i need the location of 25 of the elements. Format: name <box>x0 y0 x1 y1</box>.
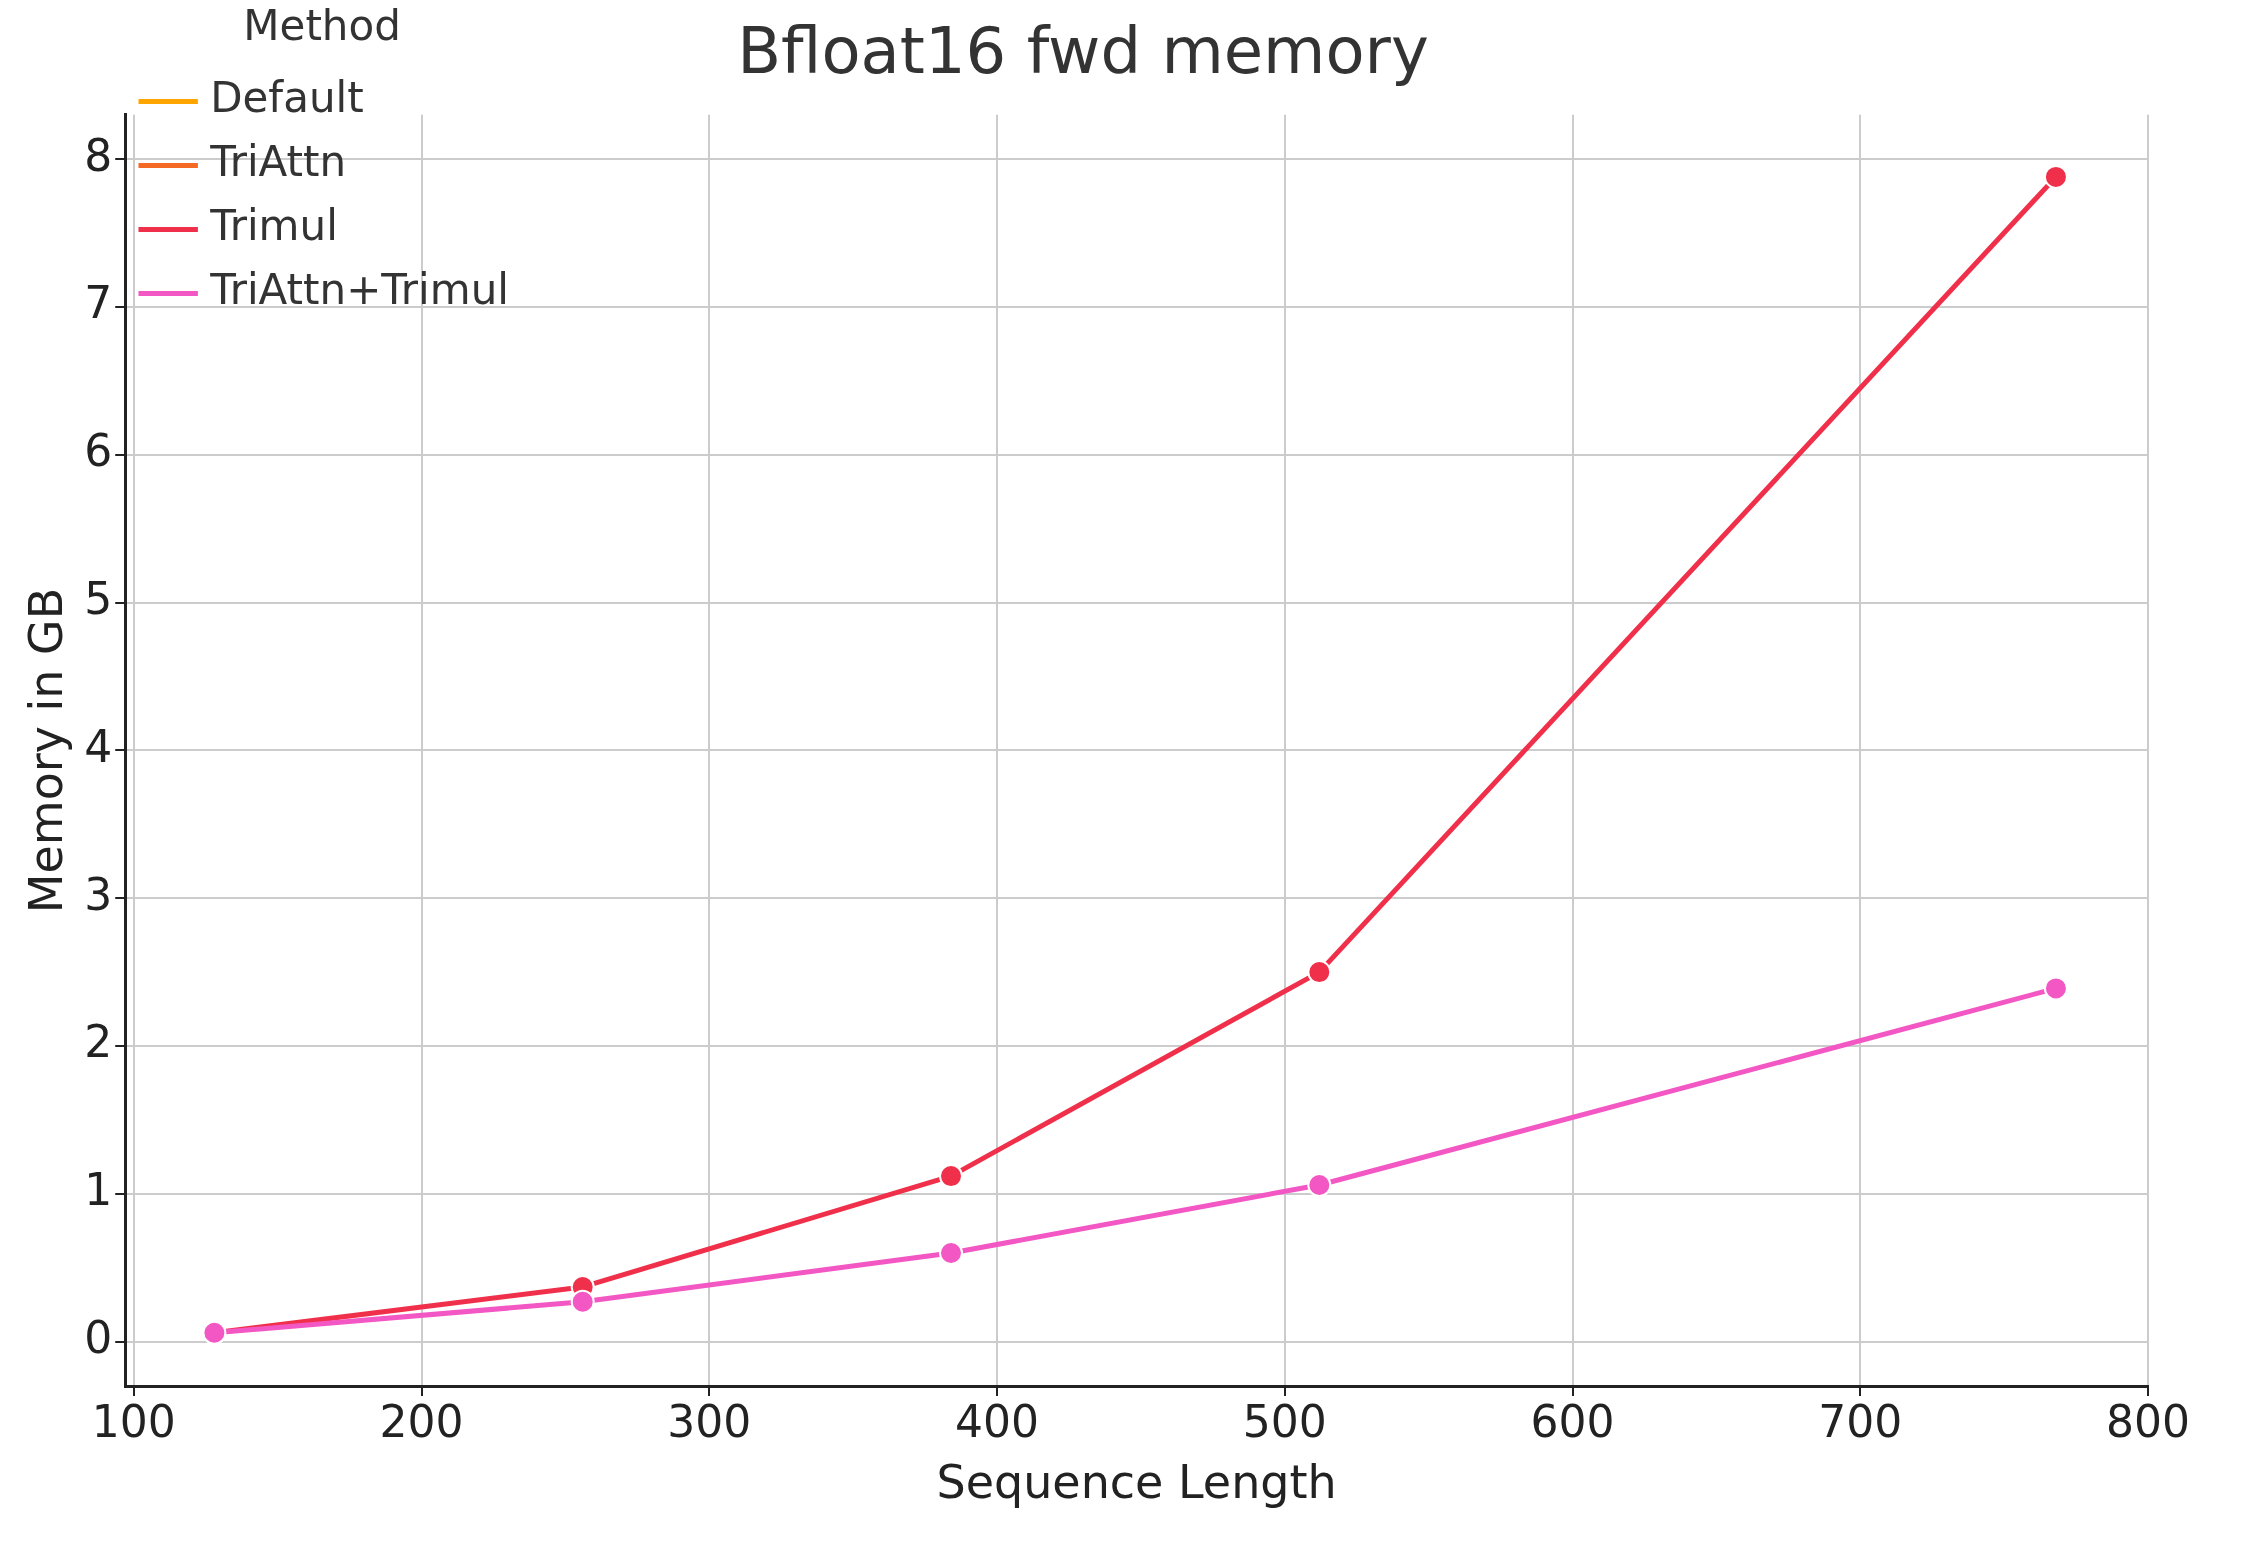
y-tick-label: 0 <box>84 1312 113 1364</box>
y-tick-label: 5 <box>84 573 113 625</box>
x-axis-title: Sequence Length <box>936 1455 1337 1510</box>
y-tick-label: 4 <box>84 720 113 772</box>
y-tick-label: 3 <box>84 868 113 920</box>
legend-label: Trimul <box>209 201 338 251</box>
x-tick-label: 700 <box>1818 1395 1903 1447</box>
y-tick-label: 8 <box>84 129 113 181</box>
y-tick-label: 6 <box>84 425 113 477</box>
legend-label: TriAttn+Trimul <box>209 265 509 315</box>
y-tick-label: 2 <box>84 1016 113 1068</box>
x-tick-label: 600 <box>1530 1395 1615 1447</box>
x-tick-label: 100 <box>91 1395 176 1447</box>
x-tick-label: 300 <box>667 1395 752 1447</box>
x-tick-label: 500 <box>1242 1395 1327 1447</box>
y-axis-title: Memory in GB <box>18 587 73 914</box>
chart-title: Bfloat16 fwd memory <box>737 14 1429 89</box>
x-tick-label: 400 <box>955 1395 1040 1447</box>
x-tick-label: 200 <box>379 1395 464 1447</box>
legend-title: Method <box>243 0 401 50</box>
x-tick-label: 800 <box>2106 1395 2190 1447</box>
legend-label: Default <box>210 73 364 123</box>
y-tick-label: 7 <box>84 277 113 329</box>
y-tick-label: 1 <box>84 1164 113 1216</box>
legend-label: TriAttn <box>209 137 347 187</box>
